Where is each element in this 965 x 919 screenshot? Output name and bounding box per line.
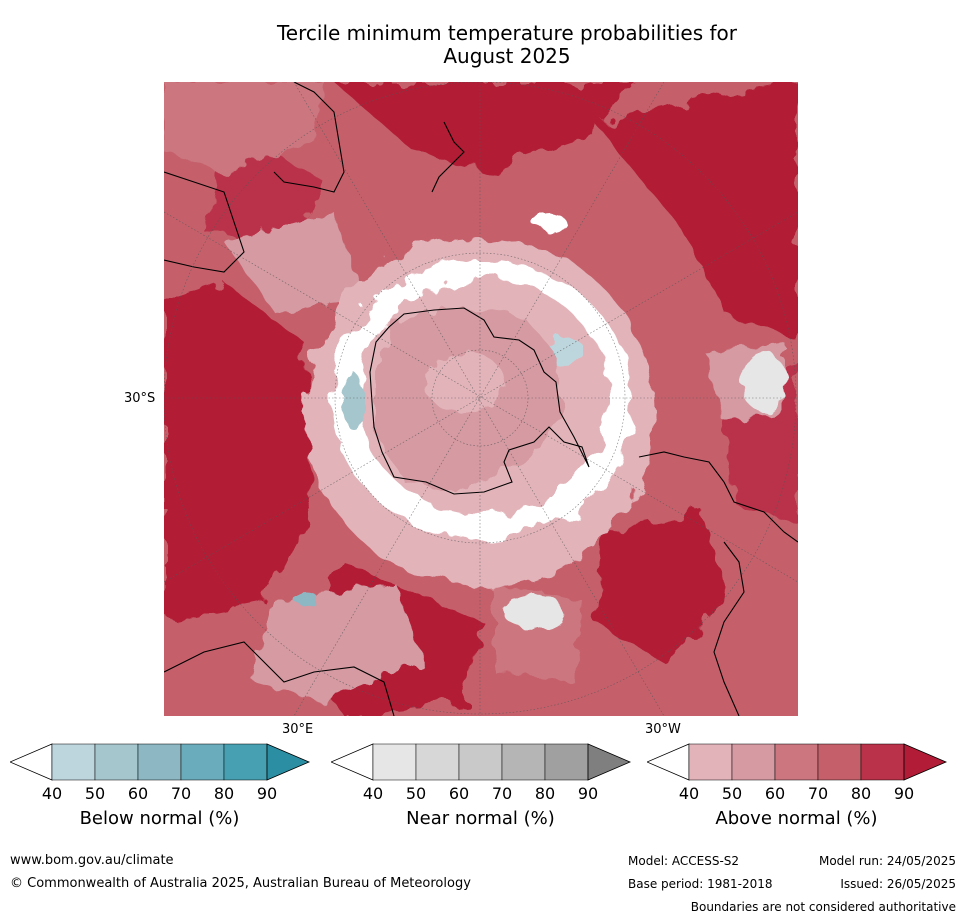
lon-label-30w: 30°W [645,722,681,737]
above-normal-extend-low [647,743,690,781]
graticule [164,82,798,716]
above-normal-tick-label: 50 [721,784,743,803]
australia-coast [638,451,798,543]
below-normal-tick-label: 70 [170,784,192,803]
footer-base-period: Base period: 1981-2018 [628,877,773,891]
below-normal-colorbar-label: Below normal (%) [79,808,240,829]
title-line-2: August 2025 [443,44,571,68]
nz-coast [431,121,465,193]
below-normal-extend-low [10,743,53,781]
above-normal-swatch [688,743,733,781]
below-normal-colorbar [10,743,311,781]
below-normal-swatch [223,743,268,781]
above-normal-tick-label: 80 [850,784,872,803]
below-normal-swatch [180,743,225,781]
antarctica-fill [374,307,564,492]
footer-copyright: © Commonwealth of Australia 2025, Austra… [10,876,471,891]
near-normal-patches [504,212,786,630]
footer-model-run: Model run: 24/05/2025 [818,854,956,868]
above-normal-extend-high [903,743,948,781]
coastlines [164,82,798,716]
map-svg [164,82,798,716]
south-america-coast [273,82,345,193]
below-normal-swatch [94,743,139,781]
probability-map [164,82,798,716]
above-normal-colorbar-label: Above normal (%) [715,808,878,829]
above-normal-swatch [817,743,862,781]
lat-label-30s: 30°S [124,391,156,406]
title-line-1: Tercile minimum temperature probabilitie… [276,21,738,45]
near-normal-swatch [544,743,589,781]
below-normal-swatch [137,743,182,781]
above-normal-colorbar [647,743,948,781]
near-normal-swatch [458,743,503,781]
footer-model: Model: ACCESS-S2 [628,854,740,868]
above-normal-tick-label: 70 [807,784,829,803]
map-title: Tercile minimum temperature probabilitie… [0,22,965,68]
south-america-south [164,641,395,716]
above-normal-swatch [774,743,819,781]
near-normal-swatch [501,743,546,781]
near-normal-tick-label: 90 [577,784,599,803]
below-normal-tick-label: 80 [213,784,235,803]
below-normal-extend-high [266,743,311,781]
above-normal-tick-label: 40 [678,784,700,803]
below-normal-swatch [51,743,96,781]
above-normal-tick-label: 90 [893,784,915,803]
below-normal-tick-label: 60 [127,784,149,803]
near-normal-extend-low [331,743,374,781]
near-normal-tick-label: 80 [534,784,556,803]
antarctica-coast [369,307,590,495]
below-normal-tick-label: 50 [84,784,106,803]
near-normal-swatch [415,743,460,781]
near-normal-swatch [372,743,417,781]
near-normal-extend-high [587,743,632,781]
footer-url[interactable]: www.bom.gov.au/climate [10,853,174,868]
below-normal-tick-label: 90 [256,784,278,803]
near-normal-colorbar [331,743,632,781]
footer-disclaimer: Boundaries are not considered authoritat… [690,900,956,914]
near-normal-tick-label: 70 [491,784,513,803]
lon-label-30e: 30°E [282,722,314,737]
footer-issued: Issued: 26/05/2025 [840,877,956,891]
near-normal-tick-label: 50 [405,784,427,803]
near-normal-colorbar-label: Near normal (%) [406,808,555,829]
near-normal-tick-label: 40 [362,784,384,803]
africa-coast [164,171,245,273]
australia-east-coast [713,541,745,716]
above-normal-swatch [731,743,776,781]
above-normal-tick-label: 60 [764,784,786,803]
above-normal-swatch [860,743,905,781]
below-normal-tick-label: 40 [41,784,63,803]
near-normal-tick-label: 60 [448,784,470,803]
